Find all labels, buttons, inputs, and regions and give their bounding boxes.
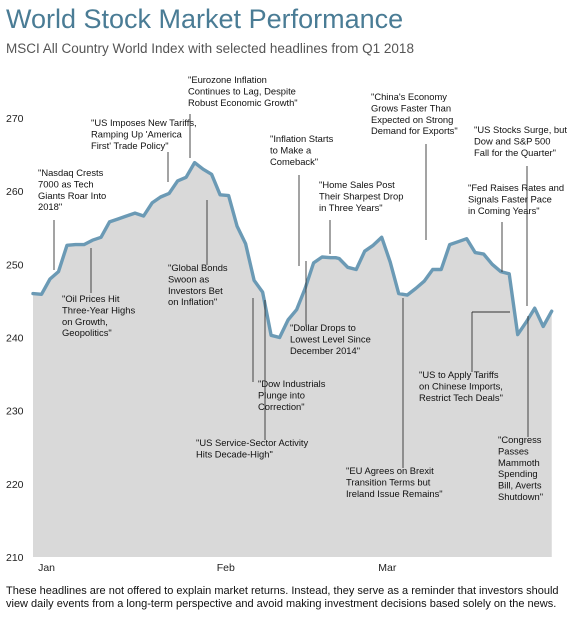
annotation-text: Three-Year Highs (62, 304, 135, 315)
annotation-text: "Dollar Drops to (290, 322, 356, 333)
annotation-text: "Dow Industrials (258, 378, 326, 389)
annotation-text: "Nasdaq Crests (38, 167, 104, 178)
x-tick-label: Feb (217, 562, 235, 574)
annotation-text: First' Trade Policy" (91, 140, 169, 151)
y-tick-label: 240 (6, 333, 24, 345)
annotation-text: "Home Sales Post (319, 179, 395, 190)
x-tick-label: Jan (38, 562, 55, 574)
y-tick-label: 220 (6, 479, 24, 491)
area-fill (33, 162, 552, 557)
annotation-text: "China's Economy (371, 91, 447, 102)
annotation: "US Imposes New Tariffs,Ramping Up 'Amer… (91, 117, 197, 151)
annotation-text: Dow and S&P 500 (474, 135, 550, 146)
annotation-text: Geopolitics" (62, 327, 112, 338)
annotation-text: Spending (498, 468, 538, 479)
annotation-text: Lowest Level Since (290, 333, 371, 344)
annotation-text: "Oil Prices Hit (62, 293, 120, 304)
annotation-text: "Eurozone Inflation (188, 74, 267, 85)
annotation-text: "US Stocks Surge, but (474, 124, 567, 135)
annotation-text: on Chinese Imports, (419, 380, 503, 391)
annotation-text: Ireland Issue Remains" (346, 488, 443, 499)
annotation-text: Signals Faster Pace (468, 193, 552, 204)
annotation-text: Investors Bet (168, 285, 223, 296)
annotation-text: "Fed Raises Rates and (468, 182, 564, 193)
annotation-text: Passes (498, 445, 529, 456)
annotation-text: in Coming Years" (468, 205, 540, 216)
annotation-text: "EU Agrees on Brexit (346, 465, 434, 476)
annotation-text: Their Sharpest Drop (319, 190, 403, 201)
footnote: These headlines are not offered to expla… (6, 585, 559, 610)
annotation-text: Swoon as (168, 273, 209, 284)
annotation-text: to Make a (270, 144, 312, 155)
annotation-text: on Inflation" (168, 296, 217, 307)
y-tick-label: 260 (6, 186, 24, 198)
annotation-text: Transition Terms but (346, 476, 431, 487)
annotation-text: Plunge into (258, 389, 305, 400)
annotation-text: in Three Years" (319, 202, 383, 213)
page-subtitle: MSCI All Country World Index with select… (6, 41, 414, 56)
page-title: World Stock Market Performance (6, 4, 404, 34)
annotation-text: Giants Roar Into (38, 190, 106, 201)
annotation-text: "Inflation Starts (270, 133, 334, 144)
annotation-text: "Congress (498, 434, 542, 445)
annotation-text: Expected on Strong (371, 114, 453, 125)
annotation-text: Continues to Lag, Despite (188, 85, 296, 96)
chart: 210 220 230 240 250 260 270 Jan Feb Mar "Nasdaq Cr… (6, 74, 567, 574)
annotation-text: 2018" (38, 201, 62, 212)
annotation-text: Restrict Tech Deals" (419, 392, 503, 403)
y-tick-label: 250 (6, 259, 24, 271)
y-tick-label: 210 (6, 552, 24, 564)
annotation-text: Mammoth (498, 457, 540, 468)
annotation-text: Shutdown" (498, 491, 543, 502)
y-tick-label: 270 (6, 113, 24, 125)
x-tick-label: Mar (378, 562, 397, 574)
annotation-text: Fall for the Quarter" (474, 147, 556, 158)
annotation-text: Comeback" (270, 156, 318, 167)
annotation-text: Correction" (258, 401, 305, 412)
annotation-text: "US to Apply Tariffs (419, 369, 499, 380)
annotation-text: Grows Faster Than (371, 102, 451, 113)
annotation-text: Demand for Exports" (371, 125, 458, 136)
series-line (31, 160, 554, 340)
annotation-text: on Growth, (62, 316, 108, 327)
annotation-text: "Global Bonds (168, 262, 228, 273)
annotation-text: 7000 as Tech (38, 178, 94, 189)
annotation-text: December 2014" (290, 345, 360, 356)
annotation-text: "US Imposes New Tariffs, (91, 117, 197, 128)
y-tick-label: 230 (6, 406, 24, 418)
annotation-text: "US Service-Sector Activity (196, 437, 309, 448)
annotation-text: Ramping Up 'America (91, 128, 183, 139)
annotation-text: Bill, Averts (498, 480, 542, 491)
annotation-text: Hits Decade-High" (196, 448, 273, 459)
annotation-text: Robust Economic Growth" (188, 97, 298, 108)
